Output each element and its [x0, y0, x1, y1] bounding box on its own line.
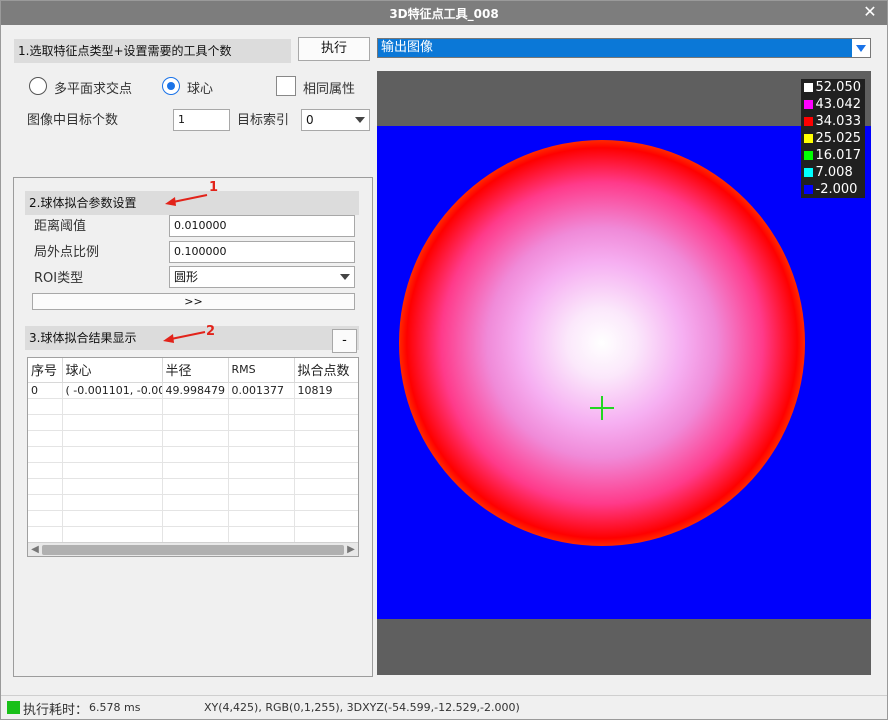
legend-item: 52.050 [800, 79, 865, 96]
exec-time-label: 执行耗时： [23, 703, 89, 718]
annotation-arrow-1-icon [165, 194, 208, 206]
target-index-label: 目标索引 [237, 113, 290, 128]
execute-button[interactable]: 执行 [298, 37, 370, 61]
roi-type-label: ROI类型 [34, 271, 84, 286]
annotation-arrow-2-icon [163, 331, 206, 343]
column-header-radius[interactable]: 半径 [162, 358, 229, 383]
column-header-center[interactable]: 球心 [62, 358, 163, 383]
column-header-points[interactable]: 拟合点数 [294, 358, 358, 383]
legend-swatch [803, 83, 813, 92]
same-attribute-checkbox[interactable] [276, 76, 296, 96]
title-bar[interactable]: 3D特征点工具_008 ✕ [1, 1, 887, 25]
section3-header: 3.球体拟合结果显示 [25, 326, 359, 350]
table-header-row: 序号 球心 半径 RMS 拟合点数 [28, 358, 358, 383]
column-header-rms[interactable]: RMS [228, 358, 295, 383]
legend-value: -2.000 [815, 182, 858, 197]
status-indicator-icon [7, 701, 20, 714]
outlier-ratio-label: 局外点比例 [34, 245, 100, 260]
color-legend: 52.050 43.042 34.033 25.025 16.017 7.008 -2.00… [800, 79, 865, 198]
cell-points: 10819 [294, 382, 358, 399]
collapse-button[interactable]: - [332, 329, 357, 353]
section2-header: 2.球体拟合参数设置 [25, 191, 359, 215]
roi-type-select[interactable]: 圆形 [169, 266, 355, 288]
chevron-down-icon[interactable] [852, 39, 870, 57]
table-row-empty [28, 398, 358, 415]
table-row-empty [28, 414, 358, 431]
scrollbar-thumb[interactable] [42, 545, 344, 555]
legend-item: 43.042 [800, 96, 865, 113]
cell-rms: 0.001377 [228, 382, 295, 399]
cell-index: 0 [28, 382, 63, 399]
table-row-empty [28, 462, 358, 479]
target-index-select[interactable]: 0 [301, 109, 370, 131]
table-row-empty [28, 494, 358, 511]
legend-value: 16.017 [815, 148, 862, 163]
radio-multiplane-label: 多平面求交点 [54, 82, 133, 97]
section1-header: 1.选取特征点类型+设置需要的工具个数 [14, 39, 291, 63]
output-image-value: 输出图像 [381, 40, 434, 55]
legend-swatch [803, 134, 813, 143]
radio-multiplane[interactable] [29, 77, 47, 95]
result-table: 序号 球心 半径 RMS 拟合点数 0 ( -0.001101, -0.00..… [27, 357, 359, 557]
legend-item: 34.033 [800, 113, 865, 130]
radio-sphere-center-label: 球心 [187, 82, 214, 97]
table-row-empty [28, 526, 358, 543]
annotation-1: 1 [209, 180, 219, 195]
status-bar: 执行耗时： 6.578 ms XY(4,425), RGB(0,1,255), … [1, 695, 887, 719]
distance-threshold-input[interactable]: 0.010000 [169, 215, 355, 237]
legend-item: 7.008 [800, 164, 865, 181]
close-icon[interactable]: ✕ [863, 2, 877, 21]
depth-image [377, 126, 871, 619]
legend-item: 16.017 [800, 147, 865, 164]
legend-item: 25.025 [800, 130, 865, 147]
legend-value: 43.042 [815, 97, 862, 112]
outlier-ratio-input[interactable]: 0.100000 [169, 241, 355, 263]
table-row-empty [28, 446, 358, 463]
roi-type-value: 圆形 [174, 270, 199, 284]
legend-item: -2.000 [800, 181, 865, 198]
legend-value: 34.033 [815, 114, 862, 129]
sphere-heatmap [399, 140, 805, 546]
scroll-left-icon[interactable]: ◀ [31, 544, 39, 555]
scroll-right-icon[interactable]: ▶ [347, 544, 355, 555]
exec-time-value: 6.578 ms [89, 701, 141, 714]
legend-value: 7.008 [815, 165, 853, 180]
target-index-value: 0 [306, 113, 314, 127]
table-row-empty [28, 430, 358, 447]
distance-threshold-label: 距离阈值 [34, 219, 87, 234]
cell-center: ( -0.001101, -0.00... [62, 382, 163, 399]
legend-swatch [803, 117, 813, 126]
legend-swatch [803, 185, 813, 194]
column-header-index[interactable]: 序号 [28, 358, 63, 383]
image-viewer[interactable]: 52.050 43.042 34.033 25.025 16.017 7.008 -2.00… [377, 71, 871, 675]
legend-value: 25.025 [815, 131, 862, 146]
chevron-down-icon [340, 274, 350, 280]
table-row-empty [28, 510, 358, 527]
crosshair-icon-h [590, 407, 614, 409]
horizontal-scrollbar[interactable]: ◀ ▶ [28, 542, 358, 556]
output-image-select[interactable]: 输出图像 [377, 38, 871, 58]
legend-value: 52.050 [815, 80, 862, 95]
radio-sphere-center[interactable] [162, 77, 180, 95]
same-attribute-label: 相同属性 [303, 82, 356, 97]
target-count-label: 图像中目标个数 [27, 113, 119, 128]
cell-radius: 49.998479 [162, 382, 229, 399]
legend-swatch [803, 168, 813, 177]
table-row[interactable]: 0 ( -0.001101, -0.00... 49.998479 0.0013… [28, 382, 358, 399]
legend-swatch [803, 151, 813, 160]
chevron-down-icon [355, 117, 365, 123]
expand-button[interactable]: >> [32, 293, 355, 310]
target-count-input[interactable]: 1 [173, 109, 230, 131]
table-row-empty [28, 478, 358, 495]
legend-swatch [803, 100, 813, 109]
window-title: 3D特征点工具_008 [389, 7, 499, 21]
cursor-info: XY(4,425), RGB(0,1,255), 3DXYZ(-54.599,-… [204, 701, 520, 714]
annotation-2: 2 [206, 324, 216, 339]
